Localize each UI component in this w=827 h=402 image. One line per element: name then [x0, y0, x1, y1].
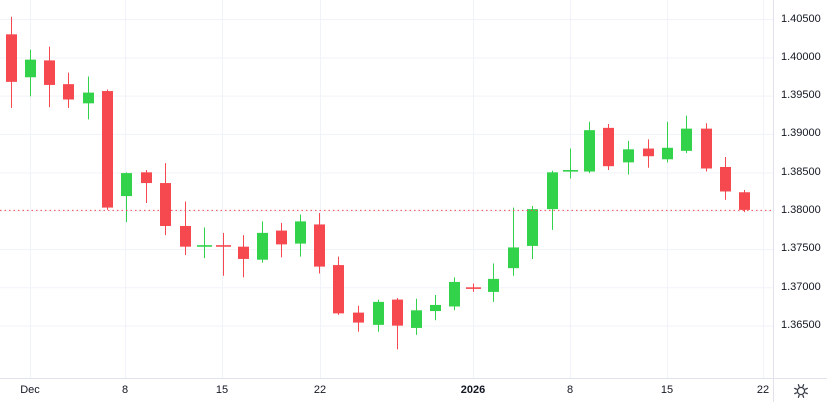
candle-body-up — [681, 128, 692, 151]
price-axis-label: 1.37000 — [781, 280, 821, 293]
time-axis[interactable]: Dec 8 15 22 2026 8 15 22 — [0, 378, 773, 402]
time-axis-label: 8 — [121, 384, 129, 396]
price-axis-label: 1.38500 — [781, 165, 821, 178]
candle-body-up — [488, 278, 499, 292]
price-axis-label: 1.39000 — [781, 127, 821, 140]
candle-body-down — [392, 299, 403, 326]
axis-corner — [773, 378, 827, 402]
candle-body-up — [584, 130, 595, 172]
candle-body-up — [373, 301, 384, 325]
price-axis-label: 1.36500 — [781, 319, 821, 332]
candle-body-up — [295, 221, 306, 244]
candle-body-down — [739, 192, 750, 210]
candle-body-down — [276, 230, 287, 245]
candle-body-up — [25, 59, 36, 78]
candle-body-up — [449, 281, 460, 307]
candle-body-down — [102, 91, 113, 208]
candle-body-up — [430, 304, 441, 312]
candle-body-up — [527, 209, 538, 246]
candle-body-up — [257, 232, 268, 260]
time-axis-label: 2026 — [460, 384, 486, 396]
candle-body-down — [44, 60, 55, 85]
candle-body-down — [643, 148, 654, 157]
candle-body-up — [547, 172, 558, 210]
candle-body-down — [160, 183, 171, 226]
candle-body-down — [216, 245, 231, 247]
time-axis-settings-button[interactable] — [791, 381, 811, 401]
candle-body-down — [6, 34, 17, 82]
candle-body-down — [314, 224, 325, 267]
candle-body-up — [411, 310, 422, 328]
time-axis-label: 15 — [215, 384, 229, 396]
candle-body-down — [333, 265, 344, 314]
candle-body-up — [563, 170, 578, 172]
time-axis-label: 15 — [660, 384, 674, 396]
candle-body-down — [63, 84, 74, 100]
candle-body-down — [180, 225, 191, 247]
time-axis-label: 8 — [566, 384, 574, 396]
time-axis-label: Dec — [20, 384, 40, 396]
price-axis-label: 1.40500 — [781, 12, 821, 25]
candle-body-down — [353, 312, 364, 323]
candle-body-down — [141, 172, 152, 184]
candle-body-down — [466, 287, 481, 289]
time-axis-label: 22 — [313, 384, 327, 396]
candle-body-up — [83, 92, 94, 104]
candle-body-up — [121, 173, 132, 197]
candle-body-down — [603, 127, 614, 167]
price-axis[interactable]: 1.40500 1.40000 1.39500 1.39000 1.38500 1.380… — [773, 0, 827, 378]
candle-body-down — [701, 128, 712, 169]
candle-body-up — [197, 245, 212, 247]
chart-plot — [0, 0, 773, 378]
candle-body-up — [662, 147, 673, 160]
price-axis-label: 1.40000 — [781, 50, 821, 63]
price-axis-label: 1.38000 — [781, 204, 821, 217]
candle-body-down — [720, 166, 731, 192]
candle-body-up — [508, 247, 519, 269]
price-axis-label: 1.39500 — [781, 89, 821, 102]
candle-body-up — [623, 149, 634, 163]
gear-icon — [794, 384, 808, 398]
price-axis-label: 1.37500 — [781, 242, 821, 255]
chart-pane[interactable] — [0, 0, 773, 378]
time-axis-label: 22 — [756, 384, 770, 396]
candle-body-down — [238, 246, 249, 259]
